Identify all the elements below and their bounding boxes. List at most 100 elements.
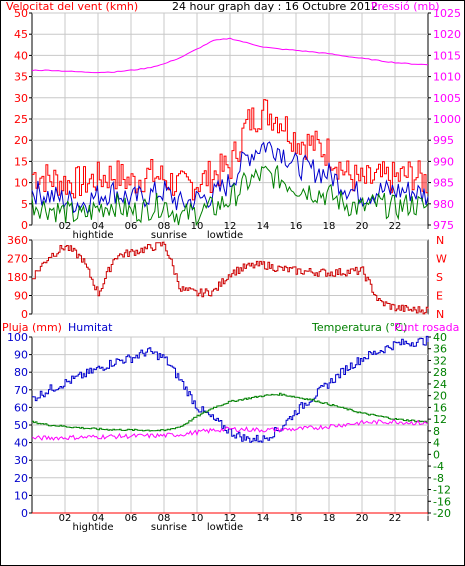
pressure-tick-label: 995: [433, 134, 454, 147]
event-label-lowtide: lowtide: [207, 522, 243, 533]
hour-tick-label: 12: [224, 221, 237, 232]
bottom-event-labels: hightide sunrise lowtide: [73, 522, 244, 533]
pressure-axis-ticks: 975 980 985 990 995 1000 1005 1010 1015 1020 1025: [428, 7, 461, 232]
pressure-tick-label: 1010: [433, 71, 461, 84]
compass-label: W: [436, 253, 447, 266]
temperature-tick-label: 12: [433, 413, 447, 426]
top-hour-labels: 02 04 06 08 10 12 14 16 18 20 22 i: [59, 221, 430, 232]
humidity-tick-label: 0: [21, 507, 28, 520]
pressure-tick-label: 980: [433, 198, 454, 211]
temperature-tick-label: 28: [433, 366, 447, 379]
avg-wind-series-line: [31, 141, 429, 214]
hour-tick-label: 16: [290, 221, 303, 232]
wind-speed-tick-label: 0: [21, 219, 28, 232]
humidity-tick-label: 30: [14, 454, 28, 467]
wind-speed-tick-label: 5: [21, 198, 28, 211]
compass-label: S: [436, 271, 443, 284]
humidity-tick-label: 80: [14, 366, 28, 379]
temperature-tick-label: 24: [433, 378, 447, 391]
min-wind-series-line: [31, 165, 429, 227]
wind-pressure-series: [31, 37, 429, 227]
event-label-lowtide: lowtide: [207, 230, 243, 241]
hour-tick-label: 12: [224, 513, 237, 524]
temperature-tick-label: 32: [433, 354, 447, 367]
humidity-tick-label: 10: [14, 489, 28, 502]
wind-speed-tick-label: 50: [14, 7, 28, 20]
hour-tick-label: 08: [158, 513, 171, 524]
event-label-sunrise: sunrise: [151, 522, 187, 533]
temperature-tick-label: 8: [433, 425, 440, 438]
hour-tick-label: 18: [323, 513, 336, 524]
pressure-tick-label: 1025: [433, 7, 461, 20]
wind-speed-tick-label: 10: [14, 177, 28, 190]
hour-tick-label: 02: [59, 221, 72, 232]
pressure-tick-label: 1015: [433, 49, 461, 62]
pressure-tick-label: 1020: [433, 28, 461, 41]
hour-tick-label: 22: [389, 221, 402, 232]
wind-speed-tick-label: 40: [14, 49, 28, 62]
temperature-tick-label: 0: [433, 448, 440, 461]
compass-label: N: [436, 308, 444, 321]
hour-tick-label: 20: [356, 221, 369, 232]
hour-tick-label: 16: [290, 513, 303, 524]
direction-degree-label: 0: [21, 308, 28, 321]
wind-speed-tick-label: 25: [14, 113, 28, 126]
pressure-tick-label: 1000: [433, 113, 461, 126]
humidity-tick-label: 70: [14, 384, 28, 397]
temperature-tick-label: -4: [433, 460, 444, 473]
dewpoint-axis-title: Punt rosada: [394, 321, 459, 334]
humidity-tick-label: 100: [7, 331, 28, 344]
humidity-tick-label: 90: [14, 349, 28, 362]
event-label-hightide: hightide: [73, 522, 114, 533]
pressure-tick-label: 975: [433, 219, 454, 232]
wind-direction-series: [32, 241, 429, 315]
wind-speed-tick-label: 45: [14, 28, 28, 41]
direction-degree-label: 180: [7, 271, 28, 284]
wind-speed-tick-label: 15: [14, 155, 28, 168]
temperature-tick-label: 4: [433, 437, 440, 450]
hour-tick-label: 02: [59, 513, 72, 524]
bottom-hour-labels: 02 04 06 08 10 12 14 16 18 20 22 i: [59, 513, 430, 524]
direction-degree-label: 360: [7, 234, 28, 247]
pressure-tick-label: 985: [433, 177, 454, 190]
wind-speed-tick-label: 30: [14, 92, 28, 105]
direction-degree-label: 270: [7, 253, 28, 266]
temperature-tick-label: -12: [433, 484, 451, 497]
direction-degree-ticks: 0 90 180 270 360: [7, 234, 32, 321]
hour-tick-label: 10: [191, 221, 204, 232]
compass-label: N: [436, 234, 444, 247]
hour-tick-label: 04: [92, 221, 105, 232]
wind-speed-tick-label: 35: [14, 71, 28, 84]
compass-label: E: [436, 290, 443, 303]
hour-tick-label: 04: [92, 513, 105, 524]
humidity-axis-ticks: 0 10 20 30 40 50 60 70 80 90 100: [7, 331, 32, 520]
event-label-hightide: hightide: [73, 230, 114, 241]
top-event-labels: hightide sunrise lowtide: [73, 230, 244, 241]
wind-speed-axis-title: Velocitat del vent (kmh): [6, 0, 138, 13]
hour-tick-label: i: [427, 513, 430, 524]
humidity-axis-title: Humitat: [68, 321, 113, 334]
hour-tick-label: 18: [323, 221, 336, 232]
hour-tick-label: 14: [257, 221, 270, 232]
rain-axis-title: Pluja (mm): [2, 321, 62, 334]
graph-date-title: 24 hour graph day : 16 Octubre 2012: [172, 0, 378, 13]
wind-speed-tick-label: 20: [14, 134, 28, 147]
hour-tick-label: 06: [125, 221, 138, 232]
hour-tick-label: 10: [191, 513, 204, 524]
temperature-tick-label: 16: [433, 401, 447, 414]
pressure-tick-label: 990: [433, 155, 454, 168]
wind-direction-line: [32, 241, 429, 315]
hour-tick-label: 22: [389, 513, 402, 524]
temperature-tick-label: 36: [433, 343, 447, 356]
wind-speed-axis-ticks: 0 5 10 15 20 25 30 35 40 45 50: [14, 7, 32, 232]
humidity-temp-series: [31, 335, 429, 514]
wind-grid: [32, 12, 428, 226]
direction-grid: [32, 239, 428, 315]
hour-tick-label: 20: [356, 513, 369, 524]
temperature-series-line: [32, 392, 429, 432]
temperature-tick-label: -16: [433, 495, 451, 508]
event-label-sunrise: sunrise: [151, 230, 187, 241]
temperature-tick-label: -8: [433, 472, 444, 485]
